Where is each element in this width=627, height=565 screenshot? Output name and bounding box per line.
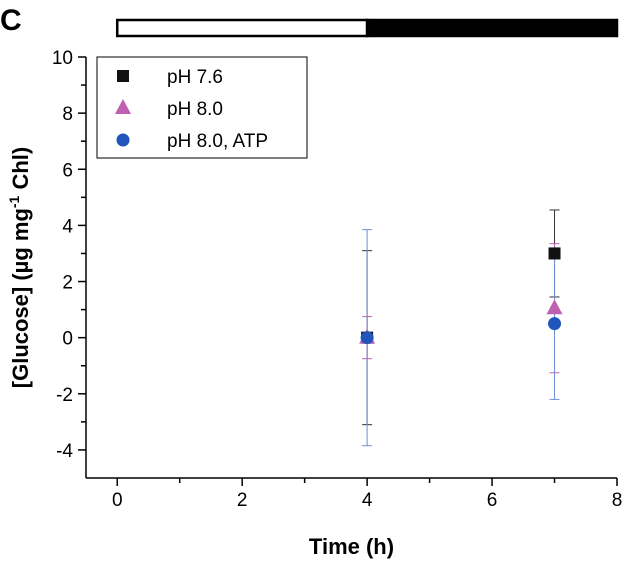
data-point (548, 247, 561, 260)
x-axis-title: Time (h) (309, 534, 394, 559)
y-tick-label: 6 (62, 160, 73, 181)
y-tick-label: 8 (62, 104, 73, 125)
light-period-bar (115, 18, 369, 38)
axes (85, 57, 617, 479)
y-tick-label: 10 (52, 48, 73, 69)
series (359, 209, 563, 447)
dark-period-bar (365, 18, 619, 38)
ticks: 0 2 4 6 8 -4 -2 0 2 4 6 8 10 (52, 48, 622, 511)
x-tick-label: 6 (487, 490, 498, 511)
legend-marker (116, 133, 130, 147)
y-tick-label: 2 (62, 273, 73, 294)
light-dark-bar (115, 18, 619, 38)
data-point (548, 317, 562, 331)
legend-label: pH 8.0 (167, 99, 223, 120)
legend-label: pH 7.6 (167, 67, 223, 88)
y-axis-title-main: [Glucose] (µg mg (8, 208, 33, 388)
legend-box (96, 56, 308, 159)
y-tick-label: -4 (56, 441, 73, 462)
x-tick-label: 2 (237, 490, 248, 511)
x-tick-label: 0 (112, 490, 123, 511)
y-tick-label: -2 (56, 385, 73, 406)
y-axis-title: [Glucose] (µg mg-1 Chl) (6, 147, 33, 388)
data-point (546, 299, 563, 315)
panel-label: C (0, 4, 22, 37)
y-axis-title-tail: Chl) (8, 147, 33, 196)
x-tick-label: 4 (362, 490, 373, 511)
legend: pH 7.6 pH 8.0 pH 8.0, ATP (96, 56, 308, 159)
y-tick-label: 0 (62, 329, 73, 350)
y-axis-title-sup: -1 (6, 195, 22, 208)
legend-marker (115, 99, 131, 114)
legend-marker (117, 70, 129, 82)
x-tick-label: 8 (612, 490, 623, 511)
y-tick-label: 4 (62, 216, 73, 237)
legend-label: pH 8.0, ATP (167, 131, 268, 152)
data-point (360, 331, 374, 345)
